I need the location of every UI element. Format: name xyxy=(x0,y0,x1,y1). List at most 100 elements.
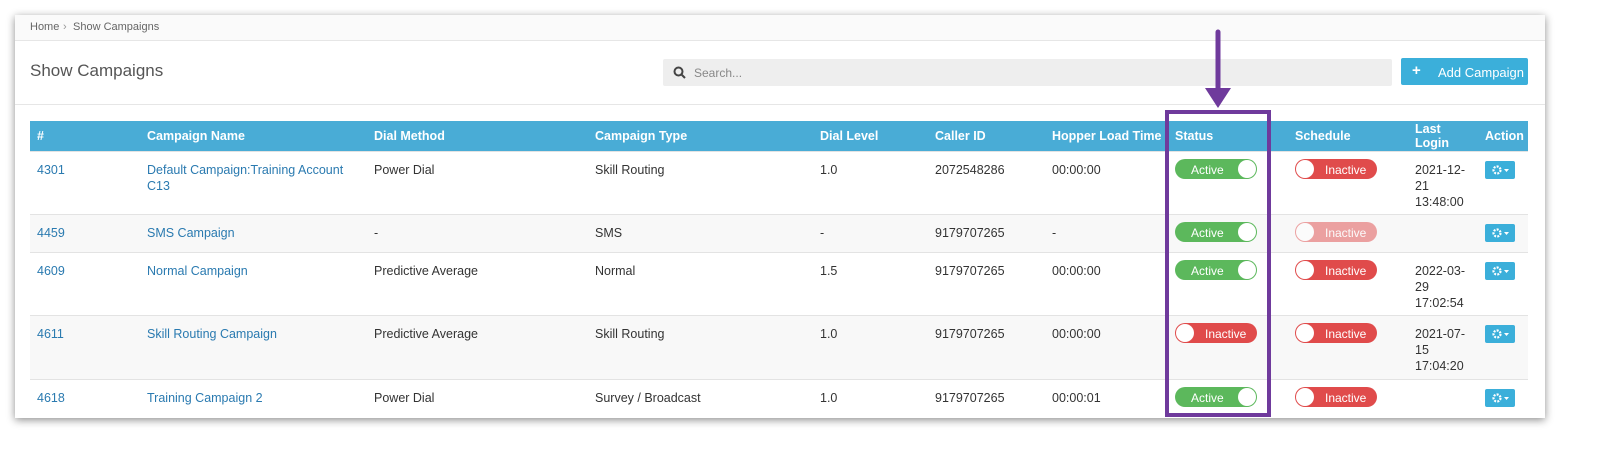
campaign-name-link[interactable]: Normal Campaign xyxy=(147,264,248,278)
column-header: Last Login xyxy=(1408,121,1478,152)
table-cell: Active xyxy=(1168,214,1288,253)
table-cell: Active xyxy=(1168,151,1288,215)
table-cell: 9179707265 xyxy=(928,379,1045,418)
table-cell: 00:00:00 xyxy=(1045,252,1168,316)
table-cell: 9179707265 xyxy=(928,315,1045,380)
campaign-id-link[interactable]: 4609 xyxy=(37,264,65,278)
toggle-knob xyxy=(1238,223,1256,241)
toggle-switch[interactable]: Active xyxy=(1175,260,1257,280)
cell-text: 9179707265 xyxy=(935,391,1005,405)
table-cell: Inactive xyxy=(1288,214,1408,253)
toggle-switch[interactable]: Inactive xyxy=(1295,387,1377,407)
search-box[interactable]: Search... xyxy=(663,59,1392,86)
page-title: Show Campaigns xyxy=(30,61,164,80)
table-cell: Predictive Average xyxy=(367,252,588,316)
breadcrumb: Home › Show Campaigns xyxy=(15,15,1545,41)
table-cell: 00:00:01 xyxy=(1045,379,1168,418)
action-button[interactable] xyxy=(1485,161,1515,179)
column-header: Hopper Load Time xyxy=(1045,121,1168,152)
toggle-switch[interactable]: Inactive xyxy=(1295,260,1377,280)
table-cell: 9179707265 xyxy=(928,214,1045,253)
breadcrumb-link[interactable]: Home xyxy=(30,21,60,33)
table-cell: Normal Campaign xyxy=(140,252,367,316)
toggle-label: Inactive xyxy=(1325,327,1367,341)
cell-text: 1.0 xyxy=(820,327,838,341)
cell-text: 9179707265 xyxy=(935,264,1005,278)
toggle-knob xyxy=(1296,160,1314,178)
table-cell: Training Campaign 2 xyxy=(140,379,367,418)
cell-text: 1.0 xyxy=(820,163,838,177)
table-cell: Active xyxy=(1168,379,1288,418)
campaign-id-link[interactable]: 4459 xyxy=(37,226,65,240)
table-cell: Active xyxy=(1168,252,1288,316)
action-button[interactable] xyxy=(1485,262,1515,280)
table-cell: SMS xyxy=(588,214,813,253)
gear-icon xyxy=(1492,329,1509,339)
toggle-knob xyxy=(1296,324,1314,342)
campaign-name-link[interactable]: Training Campaign 2 xyxy=(147,391,263,405)
campaign-id-link[interactable]: 4618 xyxy=(37,391,65,405)
table-row: 4611 Skill Routing Campaign Predictive Ave… xyxy=(30,315,1528,380)
toggle-switch[interactable]: Inactive xyxy=(1175,323,1257,343)
cell-text: 9179707265 xyxy=(935,226,1005,240)
toggle-label: Active xyxy=(1191,163,1224,177)
column-header: Action xyxy=(1478,121,1528,152)
cell-text: Predictive Average xyxy=(374,264,478,278)
cell-text: Predictive Average xyxy=(374,327,478,341)
cell-text: Skill Routing xyxy=(595,163,665,177)
campaign-name-link[interactable]: Skill Routing Campaign xyxy=(147,327,277,341)
toggle-switch[interactable]: Inactive xyxy=(1295,222,1377,242)
campaign-id-link[interactable]: 4301 xyxy=(37,163,65,177)
cell-text: Normal xyxy=(595,264,636,278)
table-cell xyxy=(1478,379,1528,418)
table-cell: 2072548286 xyxy=(928,151,1045,215)
last-login: 2021-12-21 13:48:00 xyxy=(1415,163,1466,209)
cell-text: 1.0 xyxy=(820,391,838,405)
toggle-switch[interactable]: Active xyxy=(1175,159,1257,179)
table-cell: 4618 xyxy=(30,379,140,418)
column-header: Dial Method xyxy=(367,121,588,152)
action-button[interactable] xyxy=(1485,325,1515,343)
column-header: Dial Level xyxy=(813,121,928,152)
column-header: # xyxy=(30,121,140,152)
table-cell xyxy=(1478,214,1528,253)
toggle-label: Active xyxy=(1191,226,1224,240)
table-cell xyxy=(1478,151,1528,215)
toggle-switch[interactable]: Active xyxy=(1175,387,1257,407)
toggle-knob xyxy=(1238,388,1256,406)
breadcrumb-separator: › xyxy=(63,21,67,33)
cell-text: SMS xyxy=(595,226,623,240)
table-cell: 00:00:00 xyxy=(1045,315,1168,380)
page-header: Show Campaigns Search... + Add Campaign xyxy=(15,41,1545,105)
cell-text: Skill Routing xyxy=(595,327,665,341)
toggle-knob xyxy=(1176,324,1194,342)
search-placeholder: Search... xyxy=(694,66,743,80)
cell-text: 00:00:00 xyxy=(1052,163,1101,177)
toggle-label: Inactive xyxy=(1325,226,1367,240)
toggle-label: Inactive xyxy=(1325,163,1367,177)
action-button[interactable] xyxy=(1485,389,1515,407)
campaign-id-link[interactable]: 4611 xyxy=(37,327,64,341)
table-cell: 4459 xyxy=(30,214,140,253)
table-cell: 4611 xyxy=(30,315,140,380)
campaign-name-link[interactable]: SMS Campaign xyxy=(147,226,235,240)
action-button[interactable] xyxy=(1485,224,1515,242)
table-row: 4301 Default Campaign:Training Account C1… xyxy=(30,151,1528,215)
content-panel: Home › Show Campaigns Show Campaigns Sea… xyxy=(15,15,1545,418)
table-cell: Inactive xyxy=(1288,315,1408,380)
table-cell xyxy=(1478,315,1528,380)
toggle-switch[interactable]: Active xyxy=(1175,222,1257,242)
cell-text: - xyxy=(820,226,825,240)
toggle-switch[interactable]: Inactive xyxy=(1295,323,1377,343)
column-header: Campaign Type xyxy=(588,121,813,152)
campaign-name-link[interactable]: Default Campaign:Training Account C13 xyxy=(147,163,344,193)
toggle-switch[interactable]: Inactive xyxy=(1295,159,1377,179)
table-cell: Normal xyxy=(588,252,813,316)
table-cell: Inactive xyxy=(1288,379,1408,418)
toggle-knob xyxy=(1238,160,1256,178)
add-campaign-button[interactable]: + Add Campaign xyxy=(1401,58,1528,85)
column-header: Schedule xyxy=(1288,121,1408,152)
cell-text: - xyxy=(1052,226,1057,240)
toggle-knob xyxy=(1296,388,1314,406)
